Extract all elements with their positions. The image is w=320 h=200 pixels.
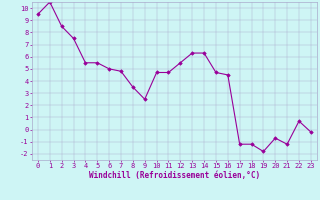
X-axis label: Windchill (Refroidissement éolien,°C): Windchill (Refroidissement éolien,°C) [89,171,260,180]
